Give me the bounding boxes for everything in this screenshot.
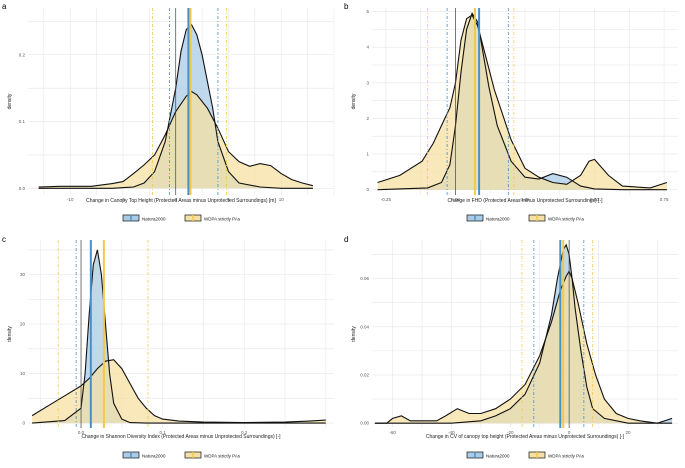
density-line-natura	[38, 23, 313, 189]
legend-label-natura: Natura2000	[486, 217, 510, 222]
x-tick-label: 0.2	[241, 430, 248, 435]
y-axis-label: density	[7, 93, 13, 109]
x-tick-label: 0.75	[660, 197, 669, 202]
density-line-wdpa	[377, 14, 668, 189]
x-tick-label: -5	[121, 197, 125, 202]
y-tick-label: 0.0	[19, 186, 26, 191]
legend: Natura2000 WDPA strictly PAs	[466, 214, 585, 222]
x-tick-label: 10	[279, 197, 285, 202]
x-tick-label: 0.00	[451, 197, 460, 202]
y-axis-label: density	[351, 326, 357, 342]
x-tick-label: 0.0	[78, 430, 85, 435]
y-tick-label: 0.00	[360, 421, 369, 426]
x-axis-label: Change in Canopy Top Height (Protected A…	[86, 198, 276, 204]
density-area-wdpa	[377, 15, 667, 190]
y-axis-label: density	[351, 93, 357, 109]
y-tick-label: 0.2	[19, 52, 26, 57]
y-tick-label: 0	[366, 187, 369, 192]
legend: Natura2000 WDPA strictly PAs	[122, 214, 241, 222]
legend-label-natura: Natura2000	[142, 217, 166, 222]
y-tick-label: 0.06	[360, 276, 369, 281]
y-tick-label: 0.04	[360, 324, 369, 329]
y-tick-label: 2	[366, 116, 369, 121]
panel-d: d -60 -40 -20 0 20 0.00 0.02 0.04 0.06 Change in C…	[344, 235, 678, 459]
x-tick-label: 5	[227, 197, 230, 202]
x-tick-label: 0.1	[160, 430, 167, 435]
panel-letter: a	[2, 2, 7, 11]
density-line-wdpa	[38, 90, 314, 188]
x-tick-label: -40	[448, 430, 455, 435]
density-line-natura	[32, 249, 326, 424]
legend-label-natura: Natura2000	[486, 454, 510, 459]
panel-c: c 0.0 0.1 0.2 0 10 20 30 Change in Shannon Diver…	[2, 235, 334, 459]
panel-a: a -10 -5 0 5 10 0.0 0.1 0.2 Change in Canopy Top …	[2, 2, 335, 222]
x-tick-label: 0	[568, 430, 571, 435]
legend: Natura2000 WDPA strictly PAs	[122, 451, 241, 459]
density-line-natura	[377, 12, 667, 191]
density-line-wdpa	[31, 359, 326, 424]
density-line-wdpa	[374, 270, 673, 424]
panel-letter: c	[2, 235, 6, 244]
y-tick-label: 30	[20, 272, 26, 277]
legend-label-wdpa: WDPA strictly PAs	[204, 454, 241, 459]
y-tick-label: 4	[366, 45, 369, 50]
legend-label-wdpa: WDPA strictly PAs	[548, 217, 585, 222]
x-tick-label: 0.50	[590, 197, 599, 202]
y-tick-label: 0.02	[360, 372, 369, 377]
y-tick-label: 0.1	[19, 119, 26, 124]
x-tick-label: -10	[67, 197, 74, 202]
y-tick-label: 1	[366, 152, 369, 157]
x-tick-label: -0.25	[381, 197, 392, 202]
density-line-natura	[374, 243, 673, 424]
legend-label-wdpa: WDPA strictly PAs	[204, 217, 241, 222]
x-tick-label: 0.25	[521, 197, 530, 202]
y-tick-label: 5	[366, 9, 369, 14]
y-axis-label: density	[7, 326, 13, 342]
x-tick-label: -20	[507, 430, 514, 435]
density-area-wdpa	[374, 271, 673, 424]
x-tick-label: 0	[174, 197, 177, 202]
density-area-wdpa	[32, 359, 326, 424]
x-tick-label: -60	[389, 430, 396, 435]
legend: Natura2000 WDPA strictly PAs	[466, 451, 585, 459]
panel-letter: d	[344, 235, 348, 244]
y-tick-label: 3	[366, 80, 369, 85]
legend-label-natura: Natura2000	[142, 454, 166, 459]
x-axis-label: Change in CV of canopy top height (Prote…	[426, 434, 625, 440]
y-tick-label: 10	[20, 371, 26, 376]
y-tick-label: 20	[20, 322, 26, 327]
panel-b: b -0.25 0.00 0.25 0.50 0.75 0 1 2 3 4 5 Change in FH…	[344, 2, 678, 222]
legend-label-wdpa: WDPA strictly PAs	[548, 454, 585, 459]
panel-letter: b	[344, 2, 349, 11]
y-tick-label: 0	[22, 421, 25, 426]
x-axis-label: Change in Shannon Diversity Index (Prote…	[82, 434, 282, 440]
x-tick-label: 20	[625, 430, 631, 435]
x-axis-label: Change in FHD (Protected Areas minus Unp…	[447, 198, 603, 204]
